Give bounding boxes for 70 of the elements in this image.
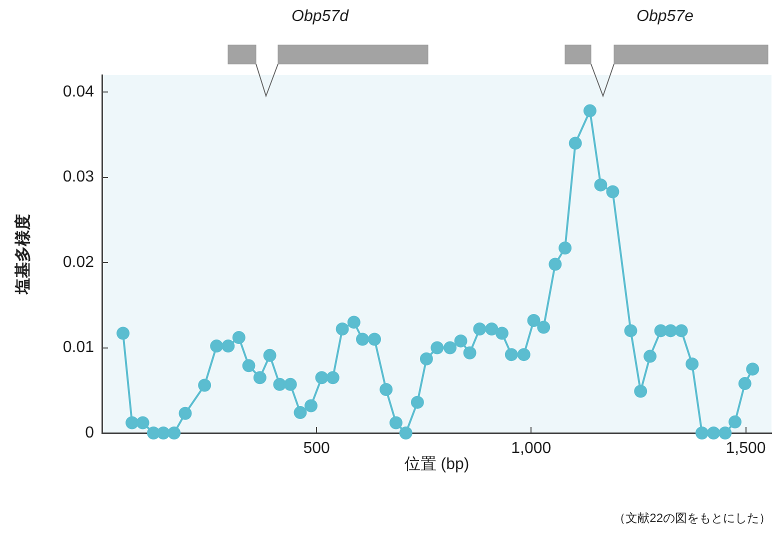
point — [686, 357, 699, 370]
point — [420, 352, 433, 366]
point — [634, 384, 648, 398]
point — [594, 178, 608, 192]
text: Obp57d — [292, 8, 348, 26]
point — [473, 322, 486, 336]
point — [463, 346, 476, 360]
point — [527, 314, 540, 327]
point — [273, 378, 286, 391]
x-axis-title: 位置 (bp) — [404, 456, 470, 473]
point — [674, 324, 688, 338]
point — [178, 406, 192, 420]
point — [116, 326, 130, 340]
point — [168, 426, 181, 440]
point — [624, 324, 638, 338]
point — [315, 371, 328, 384]
y-tick-label: 0.01 — [62, 339, 94, 356]
point — [517, 348, 530, 362]
point — [548, 258, 562, 271]
text: Obp57e — [636, 8, 694, 26]
point — [294, 406, 307, 420]
y-tick-label: 0.03 — [62, 168, 94, 186]
point — [156, 426, 170, 440]
y-tick-label: 0 — [85, 424, 94, 442]
point — [558, 242, 572, 255]
point — [746, 362, 760, 376]
point — [583, 104, 596, 118]
point — [210, 340, 224, 353]
point — [495, 326, 508, 340]
x-tick-label: 500 — [303, 440, 330, 458]
point — [568, 136, 582, 150]
point — [136, 416, 150, 430]
text: （文献22の図をもとにした） — [614, 510, 771, 527]
point — [430, 341, 444, 354]
point — [504, 348, 518, 362]
point — [695, 426, 708, 440]
point — [389, 416, 402, 430]
point — [399, 426, 412, 440]
point — [198, 378, 212, 392]
x-tick-label: 1,000 — [511, 440, 552, 458]
point — [664, 324, 678, 338]
y-tick-label: 0.04 — [62, 83, 94, 100]
point — [326, 371, 340, 384]
point — [284, 378, 297, 391]
point — [454, 334, 468, 348]
point — [253, 371, 266, 384]
y-axis-title: 塩基多様度 — [13, 214, 32, 295]
point — [606, 185, 620, 198]
point — [410, 396, 424, 409]
y-tick-label: 0.02 — [62, 254, 94, 271]
point — [444, 341, 457, 354]
point — [485, 322, 498, 336]
point — [738, 377, 752, 390]
point — [537, 320, 550, 334]
point — [707, 426, 720, 440]
point — [380, 383, 393, 396]
point — [232, 331, 246, 344]
point — [263, 348, 276, 362]
point — [644, 350, 657, 363]
point — [356, 332, 370, 346]
x-tick-label: 1,500 — [726, 440, 766, 458]
point — [347, 316, 360, 329]
point — [718, 426, 732, 440]
point — [222, 340, 235, 353]
point — [336, 322, 349, 336]
point — [304, 399, 318, 412]
point — [242, 359, 256, 372]
point — [126, 416, 139, 430]
point — [368, 332, 382, 346]
point — [728, 415, 742, 428]
